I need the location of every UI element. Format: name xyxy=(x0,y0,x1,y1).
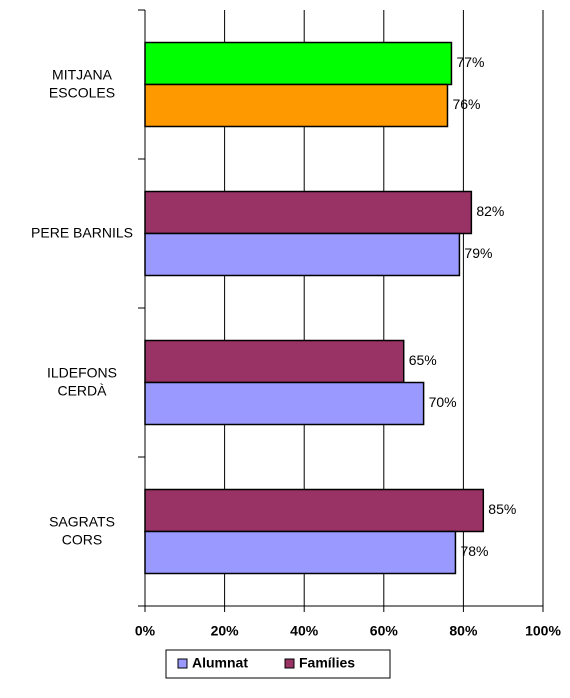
x-tick-label: 40% xyxy=(290,623,319,639)
y-tick-label: SAGRATS CORS xyxy=(49,513,115,547)
legend-swatch xyxy=(177,658,188,669)
value-label: 85% xyxy=(488,501,516,517)
x-tick-label: 80% xyxy=(449,623,478,639)
label-line: ESCOLES xyxy=(49,84,115,100)
value-label: 82% xyxy=(476,203,504,219)
x-tick-label: 0% xyxy=(135,623,156,639)
x-tick-label: 60% xyxy=(370,623,399,639)
legend-swatch xyxy=(284,658,295,669)
value-label: 79% xyxy=(464,245,492,261)
y-tick-label: ILDEFONS CERDÀ xyxy=(47,364,117,398)
value-label: 65% xyxy=(409,352,437,368)
legend-label: Famílies xyxy=(299,655,355,671)
label-line: CORS xyxy=(62,531,102,547)
bar xyxy=(144,232,461,277)
y-tick-label: MITJANA ESCOLES xyxy=(49,66,115,100)
label-line: PERE BARNILS xyxy=(31,224,133,240)
value-label: 76% xyxy=(452,96,480,112)
x-tick-label: 100% xyxy=(525,623,561,639)
label-line: MITJANA xyxy=(52,66,113,82)
y-tick-label: PERE BARNILS xyxy=(31,224,133,240)
label-line: ILDEFONS xyxy=(47,364,117,380)
label-line: CERDÀ xyxy=(57,382,107,398)
bar xyxy=(144,381,425,426)
x-tick-label: 20% xyxy=(211,623,240,639)
label-line: SAGRATS xyxy=(49,513,115,529)
bar xyxy=(144,83,449,128)
bar xyxy=(144,530,457,575)
legend-label: Alumnat xyxy=(192,655,248,671)
bar xyxy=(144,339,405,384)
bar xyxy=(144,190,473,235)
value-label: 78% xyxy=(460,543,488,559)
bar xyxy=(144,488,485,533)
value-label: 70% xyxy=(429,394,457,410)
value-label: 77% xyxy=(456,54,484,70)
legend-box xyxy=(165,649,391,679)
bar xyxy=(144,41,453,86)
